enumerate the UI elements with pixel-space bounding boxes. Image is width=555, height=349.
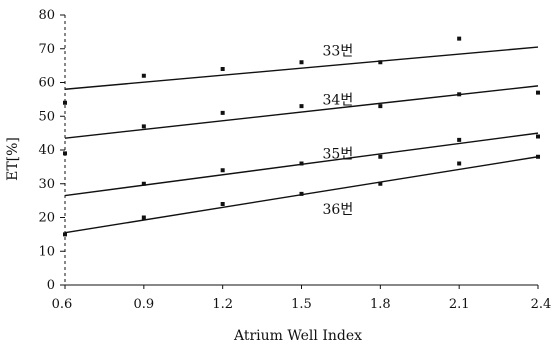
y-tick-label: 40 bbox=[38, 143, 55, 158]
data-point bbox=[141, 215, 146, 220]
y-tick-label: 20 bbox=[38, 211, 55, 226]
x-tick-label: 2.4 bbox=[531, 297, 552, 312]
data-point bbox=[457, 92, 462, 97]
series-label: 35번 bbox=[323, 146, 354, 162]
data-point bbox=[457, 161, 462, 166]
data-point bbox=[536, 134, 540, 139]
data-point bbox=[378, 181, 383, 186]
data-point bbox=[536, 90, 540, 95]
data-point bbox=[220, 67, 225, 71]
y-tick-label: 10 bbox=[38, 244, 55, 259]
y-tick-label: 30 bbox=[38, 177, 55, 192]
data-point bbox=[299, 191, 304, 196]
series-line bbox=[64, 46, 539, 90]
data-point bbox=[536, 154, 540, 159]
data-point bbox=[378, 60, 383, 65]
data-point bbox=[299, 104, 304, 109]
x-tick-label: 1.8 bbox=[370, 297, 391, 312]
data-point bbox=[378, 154, 383, 159]
y-tick-label: 50 bbox=[38, 109, 55, 124]
data-point bbox=[457, 137, 462, 142]
series-label: 34번 bbox=[323, 92, 354, 108]
x-tick-label: 0.6 bbox=[52, 297, 73, 312]
data-point bbox=[63, 100, 67, 105]
data-point bbox=[299, 60, 304, 65]
data-point bbox=[141, 181, 146, 186]
y-axis-title: ET[%] bbox=[5, 137, 21, 181]
data-point bbox=[378, 104, 383, 109]
series-labels: 33번 34번 35번 36번 bbox=[323, 44, 354, 219]
series-label: 36번 bbox=[323, 202, 354, 218]
y-tick-label: 60 bbox=[38, 76, 55, 91]
axes: 0 10 20 30 40 50 60 70 80 0.6 0.9 1.2 1.5 1.8 2.1 2.4 bbox=[38, 8, 551, 312]
x-tick-label: 1.2 bbox=[212, 297, 233, 312]
x-axis-title: Atrium Well Index bbox=[233, 328, 362, 344]
series-line bbox=[64, 85, 539, 139]
x-tick-label: 0.9 bbox=[133, 297, 154, 312]
data-point bbox=[63, 151, 67, 156]
trend-lines bbox=[64, 46, 539, 234]
data-point bbox=[457, 36, 462, 41]
data-point bbox=[141, 124, 146, 129]
data-point bbox=[141, 73, 146, 78]
x-tick-label: 2.1 bbox=[449, 297, 470, 312]
data-point bbox=[220, 168, 225, 173]
data-point bbox=[220, 202, 225, 206]
y-tick-label: 70 bbox=[38, 42, 55, 57]
data-point bbox=[63, 232, 67, 237]
y-tick-label: 80 bbox=[38, 8, 55, 23]
data-point bbox=[299, 161, 304, 166]
data-points bbox=[63, 36, 540, 237]
x-tick-label: 1.5 bbox=[291, 297, 312, 312]
y-tick-label: 0 bbox=[47, 278, 55, 293]
series-label: 33번 bbox=[323, 44, 354, 60]
data-point bbox=[220, 110, 225, 115]
